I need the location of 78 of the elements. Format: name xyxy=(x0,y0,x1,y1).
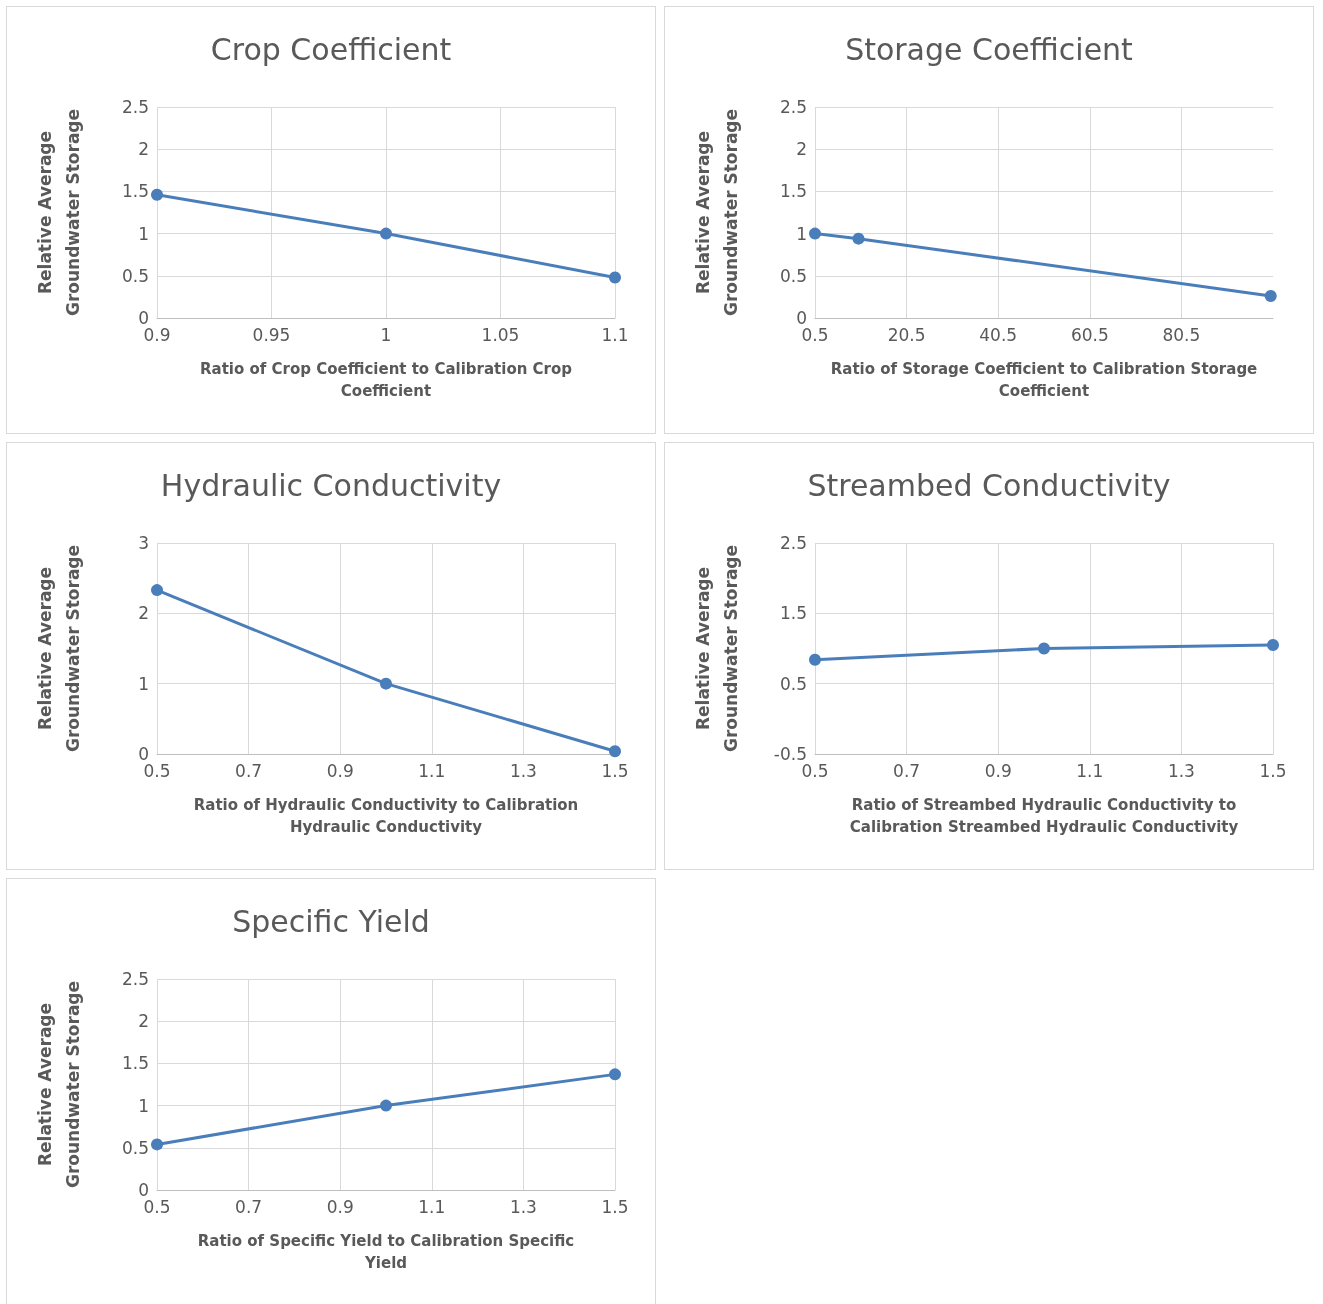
chart-title: Streambed Conductivity xyxy=(807,467,1171,503)
y-tick-label: 0.5 xyxy=(779,673,807,694)
y-tick-label: 2.5 xyxy=(779,97,807,117)
y-tick-label: 0.5 xyxy=(121,1137,149,1158)
x-tick-label: 1.05 xyxy=(481,324,520,345)
x-tick-label: 1.5 xyxy=(1259,760,1287,781)
point xyxy=(809,227,821,240)
point xyxy=(151,188,163,201)
point xyxy=(609,1068,621,1081)
y-tick-label: 2.5 xyxy=(121,97,149,117)
point xyxy=(609,271,621,284)
y-axis-title: Relative Average Groundwater Storage xyxy=(35,108,83,317)
y-tick-label: 2 xyxy=(796,139,807,160)
y-tick-label: 1.5 xyxy=(779,181,807,202)
y-tick-label: 1.5 xyxy=(779,603,807,624)
chart-title: Specific Yield xyxy=(232,903,430,939)
y-tick-label: 3 xyxy=(138,533,149,553)
x-tick-label: 0.7 xyxy=(893,760,921,781)
y-axis-title: Relative Average Groundwater Storage xyxy=(35,544,83,753)
point xyxy=(1264,290,1277,303)
x-tick-label: 1.5 xyxy=(601,760,629,781)
y-tick-label: 0.5 xyxy=(779,265,807,286)
point xyxy=(380,1099,392,1112)
x-axis-title: Ratio of Crop Coefficient to Calibration Crop Coefficient xyxy=(199,360,573,400)
x-tick-label: 0.9 xyxy=(984,760,1012,781)
y-tick-label: 2 xyxy=(138,603,149,624)
y-tick-label: -0.5 xyxy=(773,744,807,764)
y-tick-label: 2.5 xyxy=(121,969,149,989)
y-tick-label: 0 xyxy=(138,744,149,764)
x-axis-title: Ratio of Specific Yield to Calibration Specific Yield xyxy=(197,1232,575,1272)
x-axis-title: Ratio of Hydraulic Conductivity to Calibration Hydraulic Conductivity xyxy=(193,796,579,836)
x-tick-label: 20.5 xyxy=(887,324,926,345)
x-tick-label: 1 xyxy=(380,324,392,345)
y-tick-label: 1 xyxy=(138,1095,149,1116)
point xyxy=(1267,638,1279,651)
x-tick-label: 1.1 xyxy=(1076,760,1104,781)
y-tick-label: 1 xyxy=(138,223,149,244)
y-tick-label: 2.5 xyxy=(779,533,807,553)
point xyxy=(151,584,163,597)
y-axis-title: Relative Average Groundwater Storage xyxy=(35,980,83,1189)
point xyxy=(380,677,392,690)
y-tick-label: 0 xyxy=(796,308,807,328)
x-tick-label: 1.3 xyxy=(509,1196,537,1217)
x-tick-label: 0.95 xyxy=(252,324,291,345)
point xyxy=(809,653,821,666)
x-tick-label: 0.9 xyxy=(326,1196,354,1217)
x-tick-label: 60.5 xyxy=(1070,324,1109,345)
x-tick-label: 0.7 xyxy=(235,1196,263,1217)
y-tick-label: 1 xyxy=(796,223,807,244)
y-tick-label: 2 xyxy=(138,1011,149,1032)
y-axis-title: Relative Average Groundwater Storage xyxy=(693,544,741,753)
x-tick-label: 1.1 xyxy=(418,1196,446,1217)
x-axis-title: Ratio of Streambed Hydraulic Conductivity to Calibration Streambed Hydraulic Conductivity xyxy=(849,796,1239,836)
x-axis-title: Ratio of Storage Coefficient to Calibration Storage Coefficient xyxy=(830,360,1258,400)
point xyxy=(1038,642,1050,655)
point xyxy=(151,1138,163,1151)
x-tick-label: 1.1 xyxy=(601,324,629,345)
x-tick-label: 1.1 xyxy=(418,760,446,781)
x-tick-label: 1.3 xyxy=(509,760,537,781)
point xyxy=(380,227,392,240)
y-tick-label: 2 xyxy=(138,139,149,160)
y-tick-label: 0.5 xyxy=(121,265,149,286)
x-tick-label: 0.9 xyxy=(326,760,354,781)
chart-title: Storage Coefficient xyxy=(845,31,1134,67)
x-tick-label: 1.3 xyxy=(1167,760,1195,781)
point xyxy=(609,745,621,758)
y-tick-label: 0 xyxy=(138,1180,149,1200)
chart-title: Hydraulic Conductivity xyxy=(160,467,502,503)
y-tick-label: 1.5 xyxy=(121,1053,149,1074)
x-tick-label: 1.5 xyxy=(601,1196,629,1217)
y-axis-title: Relative Average Groundwater Storage xyxy=(693,108,741,317)
y-tick-label: 1 xyxy=(138,673,149,694)
x-tick-label: 0.7 xyxy=(235,760,263,781)
x-tick-label: 80.5 xyxy=(1162,324,1201,345)
y-tick-label: 1.5 xyxy=(121,181,149,202)
chart-title: Crop Coefficient xyxy=(210,31,452,67)
x-tick-label: 40.5 xyxy=(979,324,1018,345)
point xyxy=(852,232,865,245)
